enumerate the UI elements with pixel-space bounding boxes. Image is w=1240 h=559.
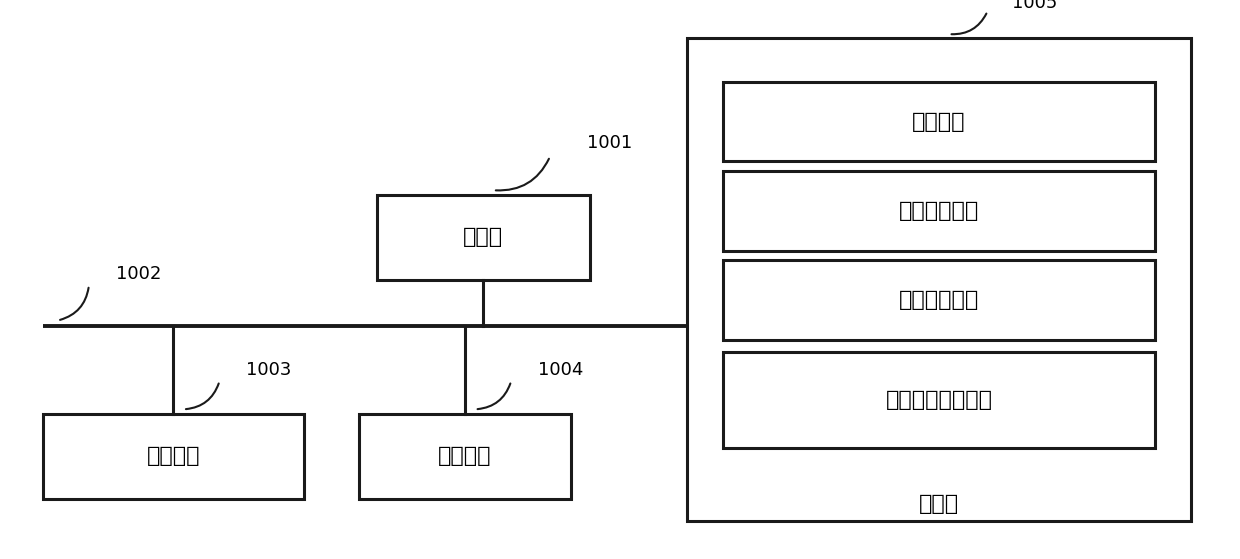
Text: 异常处理检测程序: 异常处理检测程序 <box>885 390 992 410</box>
Bar <box>723 352 1154 448</box>
Bar <box>723 82 1154 162</box>
Text: 1002: 1002 <box>115 265 161 283</box>
Text: 操作系统: 操作系统 <box>913 112 966 131</box>
Text: 用户接口模块: 用户接口模块 <box>899 290 980 310</box>
Text: 网络接口: 网络接口 <box>438 446 492 466</box>
Bar <box>723 260 1154 340</box>
Text: 1005: 1005 <box>1012 0 1058 12</box>
Text: 处理器: 处理器 <box>464 227 503 247</box>
Text: 存储器: 存储器 <box>919 494 959 514</box>
Text: 1001: 1001 <box>587 134 632 151</box>
Text: 1004: 1004 <box>538 361 583 379</box>
Text: 1003: 1003 <box>247 361 291 379</box>
Bar <box>687 39 1192 520</box>
Bar <box>42 414 304 499</box>
Bar <box>377 195 589 280</box>
Text: 网络通信模块: 网络通信模块 <box>899 201 980 221</box>
Text: 用户接口: 用户接口 <box>146 446 200 466</box>
Bar <box>358 414 572 499</box>
Bar <box>723 171 1154 250</box>
